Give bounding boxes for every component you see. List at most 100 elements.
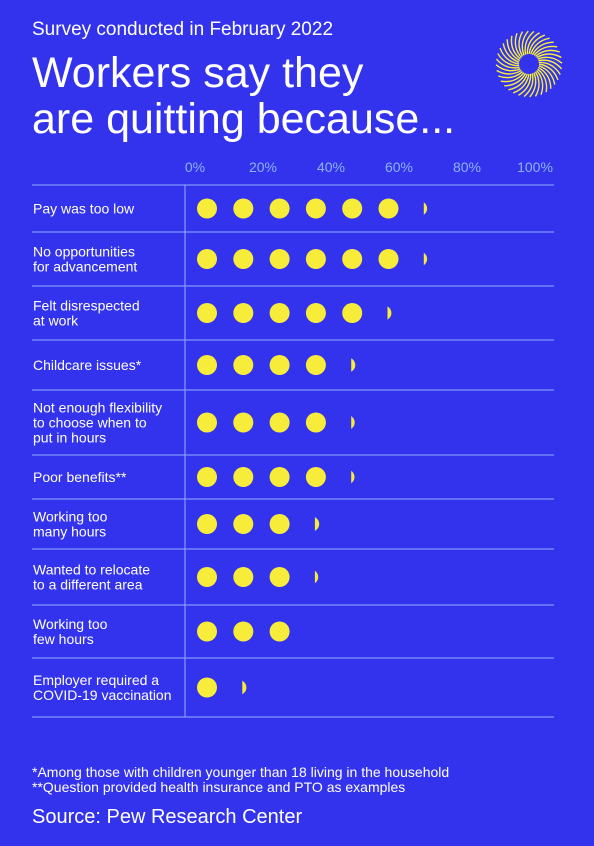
value-dot (233, 303, 254, 323)
value-dot (305, 198, 326, 219)
logo-ray (538, 63, 559, 81)
partial-value-dot (387, 306, 392, 320)
value-dot (233, 355, 254, 375)
value-dot (269, 355, 290, 375)
logo-ray (510, 35, 521, 60)
value-dot (233, 567, 254, 587)
logo-ray (499, 47, 520, 65)
x-tick-label: 80% (453, 159, 481, 175)
logo-ray (538, 61, 561, 75)
value-dot (197, 303, 217, 323)
value-dot (342, 303, 363, 323)
logo-ray (531, 41, 554, 55)
value-dot (197, 467, 217, 487)
value-dot (305, 249, 326, 269)
value-dot (269, 567, 290, 587)
value-dot (269, 249, 290, 269)
logo-ray (523, 73, 534, 98)
category-label: Working too few hours (33, 616, 108, 647)
logo-ray (508, 73, 528, 91)
logo-ray (502, 43, 520, 63)
category-label: Working too many hours (33, 509, 108, 540)
logo-ray (512, 73, 530, 94)
category-label: Not enough flexibility to choose when to p… (33, 400, 162, 446)
category-label: Employer required a COVID-19 vaccination (33, 672, 172, 703)
partial-value-dot (423, 252, 428, 266)
logo-ray (533, 45, 558, 56)
logo-ray (514, 33, 522, 59)
value-dot (233, 198, 254, 219)
partial-value-dot (351, 416, 355, 429)
value-dot (197, 249, 217, 269)
logo-ray (537, 68, 548, 93)
value-dot (269, 621, 290, 642)
logo-ray (534, 49, 560, 57)
logo-ray (497, 53, 520, 67)
value-dot (269, 467, 290, 487)
x-tick-label: 20% (249, 159, 277, 175)
partial-value-dot (351, 358, 356, 372)
category-label: Childcare issues* (33, 357, 142, 373)
logo-ray (504, 73, 527, 87)
value-dot (233, 467, 254, 487)
category-label: Felt disrespected at work (33, 298, 140, 329)
value-dot (269, 514, 290, 534)
title-line-2: are quitting because... (32, 95, 456, 143)
value-dot (197, 355, 217, 375)
partial-value-dot (314, 517, 320, 531)
logo-ray (538, 66, 552, 89)
value-dot (197, 677, 217, 698)
partial-value-dot (351, 470, 355, 484)
logo-ray (506, 39, 520, 62)
x-tick-label: 0% (185, 159, 205, 175)
value-dot (269, 198, 290, 219)
dot-bar-chart: 0% 20% 40% 60% 80% 100% Pay was too low No oppo… (32, 159, 554, 718)
logo-ray (524, 30, 535, 55)
value-dot (305, 467, 326, 487)
value-dot (197, 514, 217, 534)
logo-ray (521, 30, 529, 56)
logo-ray (526, 32, 540, 55)
value-dot (197, 621, 217, 642)
logo-ray (536, 69, 544, 95)
value-dot (269, 412, 290, 433)
value-dot (233, 621, 254, 642)
value-dot (305, 355, 326, 375)
logo-ray (500, 72, 525, 83)
value-dot (197, 198, 217, 219)
sunburst-logo-icon (495, 30, 563, 98)
value-dot (378, 198, 399, 219)
value-dot (305, 412, 326, 433)
category-label: Wanted to relocate to a different area (33, 562, 150, 593)
logo-ray (496, 69, 522, 75)
category-label: Poor benefits** (33, 469, 127, 485)
value-dot (197, 567, 217, 587)
category-label: No opportunities for advancement (33, 244, 137, 275)
category-label: Pay was too low (33, 201, 135, 217)
logo-ray (534, 71, 540, 97)
logo-ray (537, 56, 563, 64)
value-dot (342, 249, 363, 269)
logo-ray (518, 31, 524, 57)
x-tick-label: 40% (317, 159, 345, 175)
value-dot (305, 303, 326, 323)
partial-value-dot (314, 570, 319, 584)
value-dot (233, 249, 254, 269)
page-title: Workers say they are quitting because... (32, 50, 502, 142)
logo-ray (538, 65, 556, 85)
logo-ray (529, 72, 537, 98)
survey-subtitle: Survey conducted in February 2022 (32, 19, 334, 40)
logo-ray (495, 58, 520, 69)
value-dot (233, 514, 254, 534)
logo-ray (495, 64, 521, 72)
x-tick-label: 60% (385, 159, 413, 175)
footnote-2: **Question provided health insurance and… (32, 779, 406, 795)
logo-ray (536, 53, 562, 59)
x-tick-label: 100% (517, 159, 553, 175)
partial-value-dot (423, 202, 428, 215)
logo-ray (530, 37, 550, 55)
logo-ray (498, 71, 524, 79)
footnotes: *Among those with children younger than … (32, 765, 449, 795)
value-dot (342, 198, 363, 219)
value-dot (269, 303, 290, 323)
